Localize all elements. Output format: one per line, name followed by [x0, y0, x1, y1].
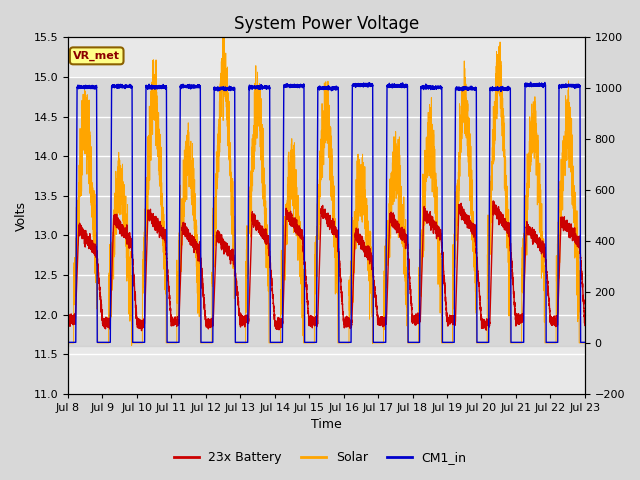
- Title: System Power Voltage: System Power Voltage: [234, 15, 419, 33]
- X-axis label: Time: Time: [311, 419, 342, 432]
- Text: VR_met: VR_met: [73, 51, 120, 61]
- Bar: [68, 77, 585, 346]
- Legend: 23x Battery, Solar, CM1_in: 23x Battery, Solar, CM1_in: [168, 446, 472, 469]
- Y-axis label: Volts: Volts: [15, 201, 28, 230]
